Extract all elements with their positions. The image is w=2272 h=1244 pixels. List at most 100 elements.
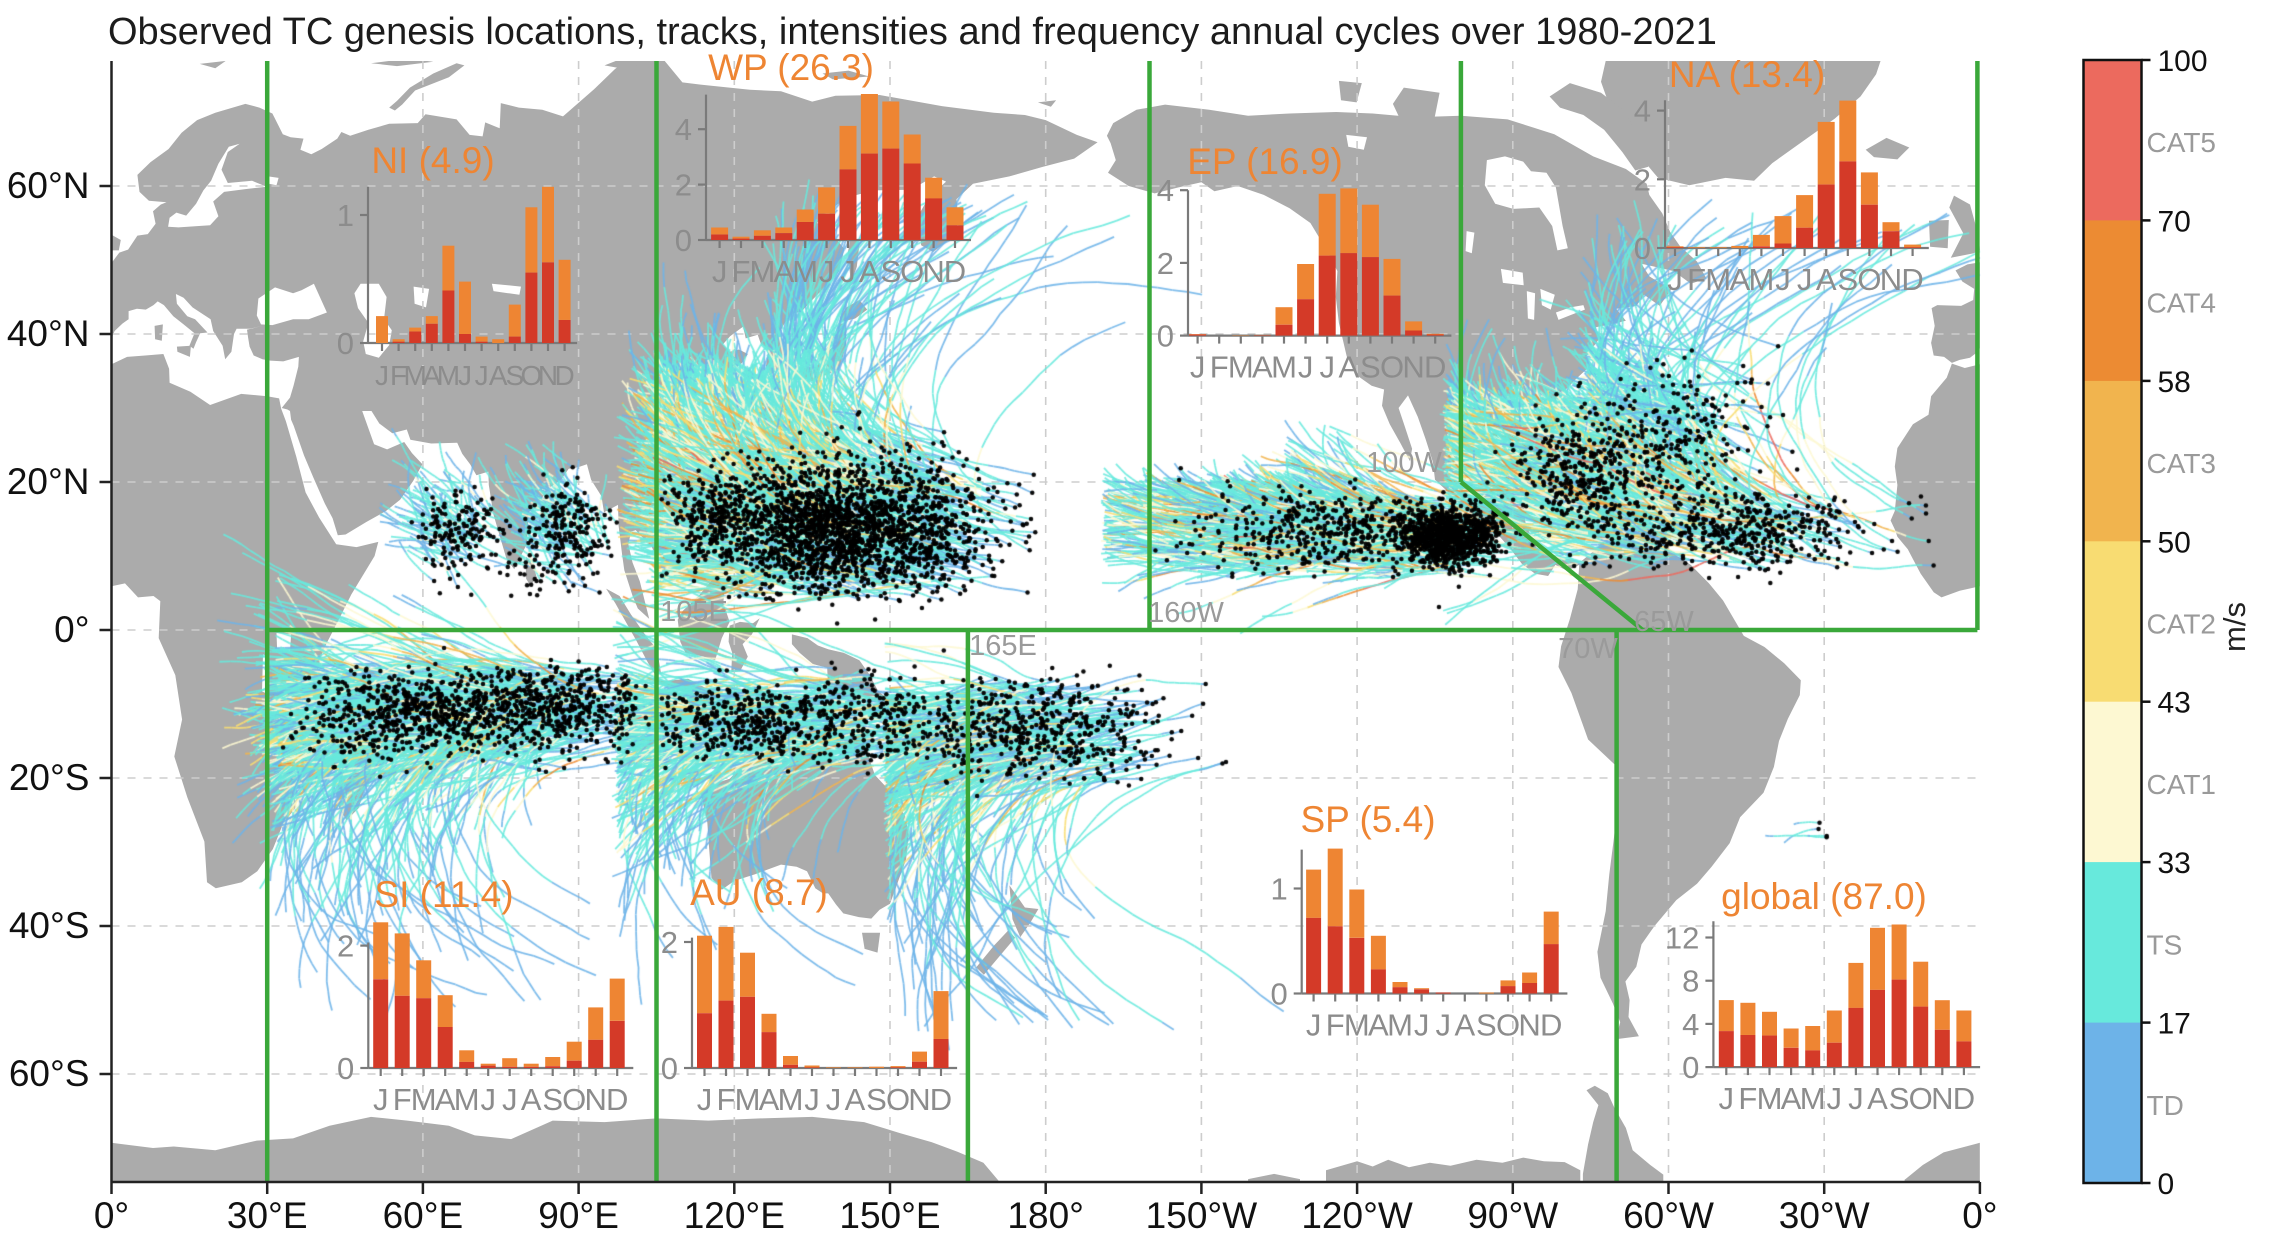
svg-text:J: J xyxy=(1848,1081,1864,1116)
svg-text:0: 0 xyxy=(1634,231,1651,266)
svg-text:2: 2 xyxy=(1634,162,1651,197)
svg-text:160W: 160W xyxy=(1148,597,1224,629)
svg-text:A: A xyxy=(845,1082,866,1117)
svg-text:S: S xyxy=(505,360,524,391)
svg-text:65W: 65W xyxy=(1634,606,1694,638)
svg-text:N: N xyxy=(585,1082,607,1117)
svg-text:M: M xyxy=(735,1082,761,1117)
svg-text:S: S xyxy=(1889,1081,1910,1116)
svg-text:90°E: 90°E xyxy=(538,1195,619,1236)
svg-text:Observed TC genesis locations,: Observed TC genesis locations, tracks, i… xyxy=(108,11,1717,53)
svg-text:WP (26.3): WP (26.3) xyxy=(708,47,874,88)
svg-text:M: M xyxy=(749,254,775,289)
svg-text:A: A xyxy=(859,254,880,289)
svg-text:J: J xyxy=(1298,350,1314,385)
svg-text:CAT5: CAT5 xyxy=(2147,127,2217,158)
svg-text:A: A xyxy=(422,360,441,391)
svg-text:J: J xyxy=(1414,1008,1430,1043)
svg-text:M: M xyxy=(778,1082,804,1117)
svg-text:A: A xyxy=(1816,262,1837,297)
svg-text:M: M xyxy=(454,1082,480,1117)
svg-text:60°S: 60°S xyxy=(9,1053,90,1094)
svg-text:AU (8.7): AU (8.7) xyxy=(690,872,828,913)
svg-text:0°: 0° xyxy=(94,1195,129,1236)
svg-text:1: 1 xyxy=(1270,872,1287,907)
svg-text:TS: TS xyxy=(2147,929,2183,960)
svg-text:J: J xyxy=(375,360,389,391)
svg-text:A: A xyxy=(1867,1081,1888,1116)
svg-text:4: 4 xyxy=(1157,173,1174,208)
svg-text:J: J xyxy=(840,254,856,289)
svg-text:0°: 0° xyxy=(1962,1195,1997,1236)
svg-text:40°N: 40°N xyxy=(7,313,90,354)
svg-text:20°S: 20°S xyxy=(9,757,90,798)
svg-text:J: J xyxy=(804,1082,820,1117)
svg-text:A: A xyxy=(1338,350,1359,385)
svg-text:J: J xyxy=(1435,1008,1451,1043)
svg-text:2: 2 xyxy=(675,168,692,203)
svg-text:2: 2 xyxy=(337,929,354,964)
svg-text:70: 70 xyxy=(2158,205,2191,238)
svg-text:N: N xyxy=(922,254,944,289)
svg-text:60°W: 60°W xyxy=(1623,1195,1714,1236)
svg-text:D: D xyxy=(1901,262,1923,297)
svg-text:S: S xyxy=(1360,350,1381,385)
svg-text:J: J xyxy=(1797,262,1813,297)
svg-text:SI (11.4): SI (11.4) xyxy=(374,874,513,915)
svg-text:J: J xyxy=(819,254,835,289)
svg-text:M: M xyxy=(1271,350,1297,385)
svg-text:A: A xyxy=(1368,1008,1389,1043)
svg-text:105E: 105E xyxy=(660,596,728,628)
svg-text:N: N xyxy=(1880,262,1902,297)
svg-text:F: F xyxy=(717,1082,736,1117)
svg-text:0: 0 xyxy=(337,326,354,361)
svg-text:N: N xyxy=(1402,350,1424,385)
svg-text:4: 4 xyxy=(1682,1007,1699,1042)
svg-text:A: A xyxy=(759,1082,780,1117)
svg-text:M: M xyxy=(411,1082,437,1117)
svg-text:J: J xyxy=(502,1082,518,1117)
svg-text:0: 0 xyxy=(1682,1050,1699,1085)
svg-text:D: D xyxy=(1540,1008,1562,1043)
svg-text:N: N xyxy=(1931,1081,1953,1116)
svg-text:O: O xyxy=(1909,1081,1933,1116)
svg-text:60°E: 60°E xyxy=(383,1195,464,1236)
svg-text:A: A xyxy=(773,254,794,289)
svg-text:CAT1: CAT1 xyxy=(2147,769,2217,800)
svg-text:M: M xyxy=(1705,262,1731,297)
svg-text:O: O xyxy=(1380,350,1404,385)
svg-text:A: A xyxy=(1454,1008,1475,1043)
svg-text:A: A xyxy=(1252,350,1273,385)
svg-text:NI (4.9): NI (4.9) xyxy=(371,140,494,181)
svg-text:M: M xyxy=(792,254,818,289)
svg-text:120°E: 120°E xyxy=(684,1195,785,1236)
svg-text:8: 8 xyxy=(1682,964,1699,999)
svg-text:CAT4: CAT4 xyxy=(2147,288,2217,319)
svg-text:J: J xyxy=(1775,262,1791,297)
svg-text:F: F xyxy=(1738,1081,1757,1116)
svg-text:S: S xyxy=(880,254,901,289)
svg-text:150°W: 150°W xyxy=(1146,1195,1258,1236)
svg-text:J: J xyxy=(1827,1081,1843,1116)
svg-text:30°E: 30°E xyxy=(227,1195,308,1236)
svg-text:N: N xyxy=(908,1082,930,1117)
svg-text:0: 0 xyxy=(2158,1168,2175,1201)
svg-text:N: N xyxy=(1518,1008,1540,1043)
svg-text:180°: 180° xyxy=(1007,1195,1084,1236)
svg-text:1: 1 xyxy=(337,198,354,233)
svg-text:0°: 0° xyxy=(54,609,89,650)
svg-text:50: 50 xyxy=(2158,526,2191,559)
svg-text:J: J xyxy=(373,1082,389,1117)
svg-text:4: 4 xyxy=(1634,94,1651,129)
svg-text:0: 0 xyxy=(1270,977,1287,1012)
svg-text:12: 12 xyxy=(1665,921,1699,956)
svg-text:J: J xyxy=(826,1082,842,1117)
svg-text:J: J xyxy=(712,254,728,289)
svg-text:F: F xyxy=(390,360,407,391)
svg-text:O: O xyxy=(521,360,543,391)
svg-text:global (87.0): global (87.0) xyxy=(1721,876,1927,917)
svg-text:D: D xyxy=(1953,1081,1975,1116)
svg-text:A: A xyxy=(521,1082,542,1117)
svg-text:43: 43 xyxy=(2158,687,2191,720)
svg-text:70W: 70W xyxy=(1558,633,1618,665)
